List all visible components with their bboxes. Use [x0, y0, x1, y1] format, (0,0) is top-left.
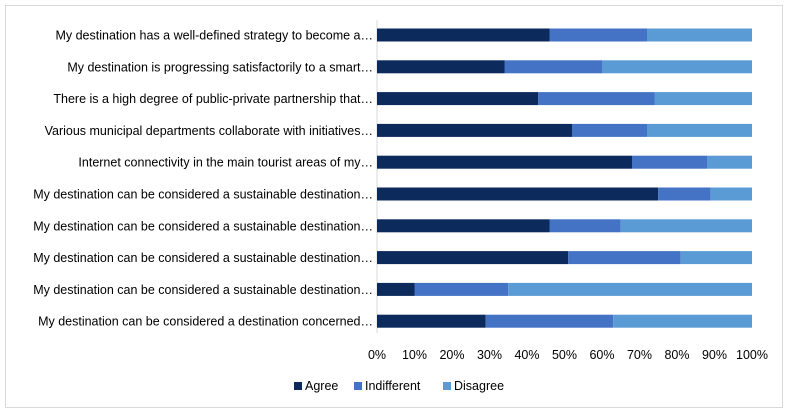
- x-tick-label-8: 80%: [664, 348, 689, 362]
- bar-indifferent-4: [572, 123, 647, 137]
- bar-agree-2: [377, 60, 505, 74]
- bar-agree-4: [377, 123, 572, 137]
- x-tick-label-7: 70%: [627, 348, 652, 362]
- bar-disagree-1: [647, 28, 752, 42]
- category-label-4: Various municipal departments collaborat…: [45, 124, 373, 138]
- x-tick-label-1: 10%: [402, 348, 427, 362]
- bar-indifferent-10: [485, 314, 614, 328]
- category-label-3: There is a high degree of public-private…: [53, 92, 373, 106]
- bar-disagree-7: [620, 219, 752, 233]
- bar-indifferent-5: [632, 155, 707, 169]
- x-tick-label-5: 50%: [552, 348, 577, 362]
- bar-disagree-9: [508, 282, 752, 296]
- bar-indifferent-2: [504, 60, 602, 74]
- bar-agree-9: [377, 282, 415, 296]
- category-label-8: My destination can be considered a susta…: [33, 251, 373, 265]
- bar-indifferent-7: [549, 219, 621, 233]
- x-tick-label-6: 60%: [589, 348, 614, 362]
- legend: Agree Indifferent Disagree: [294, 379, 504, 393]
- legend-swatch-disagree: [443, 382, 451, 390]
- category-label-9: My destination can be considered a susta…: [33, 283, 373, 297]
- bar-disagree-5: [707, 155, 752, 169]
- bar-disagree-10: [613, 314, 752, 328]
- bar-disagree-2: [602, 60, 752, 74]
- bar-agree-3: [377, 92, 539, 106]
- bar-agree-10: [377, 314, 486, 328]
- x-axis-ticks: 0% 10% 20% 30% 40% 50% 60% 70% 80% 90% 100%: [368, 348, 768, 362]
- bar-agree-6: [377, 187, 659, 201]
- bar-agree-7: [377, 219, 550, 233]
- category-label-7: My destination can be considered a susta…: [33, 219, 373, 233]
- category-labels: My destination has a well-defined strate…: [33, 29, 373, 329]
- bar-disagree-6: [710, 187, 752, 201]
- legend-swatch-indifferent: [354, 382, 362, 390]
- x-tick-label-10: 100%: [736, 348, 768, 362]
- bar-disagree-3: [654, 92, 752, 106]
- bars-group: [376, 20, 752, 333]
- category-label-6: My destination can be considered a susta…: [33, 188, 373, 202]
- x-tick-label-3: 30%: [477, 348, 502, 362]
- bar-disagree-4: [647, 123, 752, 137]
- bar-agree-8: [377, 251, 569, 265]
- x-tick-label-0: 0%: [368, 348, 386, 362]
- bar-agree-5: [377, 155, 632, 169]
- legend-label-indifferent: Indifferent: [365, 379, 421, 393]
- x-tick-label-4: 40%: [514, 348, 539, 362]
- legend-label-agree: Agree: [305, 379, 338, 393]
- bar-indifferent-8: [568, 251, 681, 265]
- legend-swatch-agree: [294, 382, 302, 390]
- bar-agree-1: [377, 28, 550, 42]
- bar-indifferent-1: [549, 28, 647, 42]
- category-label-1: My destination has a well-defined strate…: [55, 29, 373, 43]
- bar-indifferent-3: [538, 92, 655, 106]
- bar-indifferent-6: [658, 187, 711, 201]
- bar-indifferent-9: [414, 282, 509, 296]
- x-tick-label-2: 20%: [439, 348, 464, 362]
- legend-label-disagree: Disagree: [454, 379, 504, 393]
- x-tick-label-9: 90%: [702, 348, 727, 362]
- category-label-10: My destination can be considered a desti…: [38, 315, 373, 329]
- category-label-2: My destination is progressing satisfacto…: [67, 60, 373, 74]
- category-label-5: Internet connectivity in the main touris…: [78, 156, 373, 170]
- bar-disagree-8: [680, 251, 752, 265]
